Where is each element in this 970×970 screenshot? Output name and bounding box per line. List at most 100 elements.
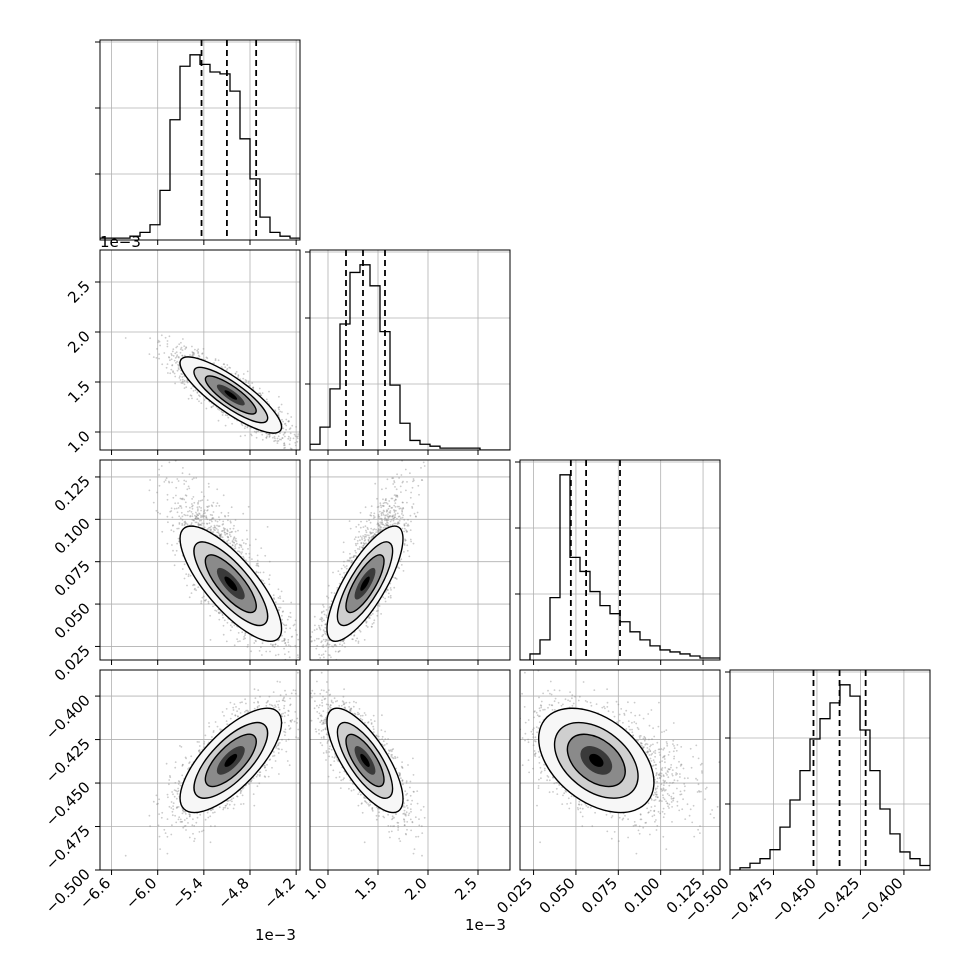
- sample-point: [268, 390, 270, 393]
- sample-point: [284, 446, 286, 449]
- sample-point: [231, 544, 234, 546]
- sample-point: [283, 647, 285, 650]
- sample-point: [198, 355, 201, 358]
- sample-point: [174, 502, 177, 505]
- sample-point: [197, 503, 199, 505]
- sample-point: [226, 367, 229, 370]
- sample-point: [180, 505, 182, 508]
- sample-point: [280, 590, 283, 593]
- sample-point: [226, 414, 229, 417]
- sample-point: [234, 545, 236, 548]
- sample-point: [172, 549, 174, 552]
- sample-point: [171, 354, 173, 357]
- sample-point: [200, 600, 203, 602]
- histogram-panel-2: [305, 249, 511, 455]
- sample-point: [283, 637, 286, 640]
- sample-point: [222, 539, 225, 541]
- sample-point: [182, 338, 184, 340]
- y-tick-label: 2.0: [64, 327, 94, 357]
- sample-point: [246, 646, 249, 648]
- sample-point: [221, 414, 224, 416]
- sample-point: [222, 527, 225, 529]
- sample-point: [189, 394, 192, 397]
- sample-point: [289, 627, 291, 630]
- sample-point: [287, 644, 290, 646]
- sample-point: [197, 354, 200, 357]
- sample-point: [177, 537, 180, 540]
- sample-point: [273, 597, 275, 599]
- sample-point: [229, 535, 232, 538]
- sample-point: [170, 510, 173, 512]
- sample-point: [308, 439, 310, 441]
- sample-point: [246, 538, 249, 541]
- sample-point: [239, 551, 242, 554]
- sample-point: [191, 397, 193, 400]
- sample-point: [222, 633, 225, 636]
- sample-point: [200, 491, 203, 493]
- sample-point: [187, 573, 190, 576]
- sample-point: [218, 409, 221, 411]
- sample-point: [170, 353, 173, 355]
- sample-point: [210, 528, 213, 531]
- sample-point: [217, 611, 220, 614]
- sample-point: [124, 337, 127, 339]
- sample-point: [257, 571, 260, 574]
- sample-point: [178, 523, 181, 525]
- sample-point: [194, 587, 196, 590]
- sample-point: [181, 472, 184, 475]
- sample-point: [220, 533, 223, 535]
- sample-point: [197, 501, 200, 504]
- sample-point: [210, 525, 213, 528]
- sample-point: [183, 521, 186, 524]
- sample-point: [260, 579, 263, 581]
- sample-point: [179, 505, 181, 507]
- sample-point: [192, 351, 195, 354]
- sample-point: [265, 437, 268, 439]
- sample-point: [185, 346, 188, 348]
- sample-point: [274, 410, 277, 413]
- sample-point: [148, 353, 151, 355]
- sample-point: [282, 420, 284, 423]
- sample-point: [156, 491, 158, 494]
- sample-point: [255, 436, 258, 439]
- sample-point: [279, 595, 281, 598]
- sample-point: [278, 609, 280, 611]
- sample-point: [220, 410, 223, 413]
- sample-point: [274, 643, 277, 646]
- sample-point: [285, 452, 287, 454]
- sample-point: [187, 575, 190, 578]
- sample-point: [296, 435, 298, 438]
- sample-point: [239, 544, 242, 547]
- sample-point: [205, 517, 208, 519]
- sample-point: [173, 564, 176, 567]
- sample-point: [203, 599, 206, 602]
- sample-point: [181, 380, 184, 383]
- sample-point: [281, 437, 284, 439]
- sample-point: [224, 515, 227, 518]
- sample-point: [179, 348, 182, 351]
- sample-point: [226, 621, 229, 624]
- sample-point: [229, 367, 232, 369]
- sample-point: [206, 509, 209, 512]
- sample-point: [290, 416, 293, 418]
- sample-point: [209, 513, 212, 516]
- sample-point: [239, 640, 241, 642]
- sample-point: [281, 411, 283, 413]
- sample-point: [173, 372, 176, 375]
- sample-point: [246, 426, 249, 429]
- sample-point: [180, 382, 183, 384]
- sample-point: [206, 499, 209, 501]
- sample-point: [165, 366, 168, 369]
- sample-point: [222, 363, 225, 365]
- sample-point: [184, 494, 187, 496]
- sample-point: [211, 514, 214, 517]
- sample-point: [183, 354, 186, 357]
- sample-point: [273, 440, 275, 443]
- sample-point: [283, 624, 286, 627]
- sample-point: [172, 371, 175, 374]
- sample-point: [160, 465, 163, 467]
- sample-point: [226, 530, 229, 532]
- sample-point: [217, 359, 220, 362]
- sample-point: [198, 512, 200, 515]
- sample-point: [211, 517, 214, 519]
